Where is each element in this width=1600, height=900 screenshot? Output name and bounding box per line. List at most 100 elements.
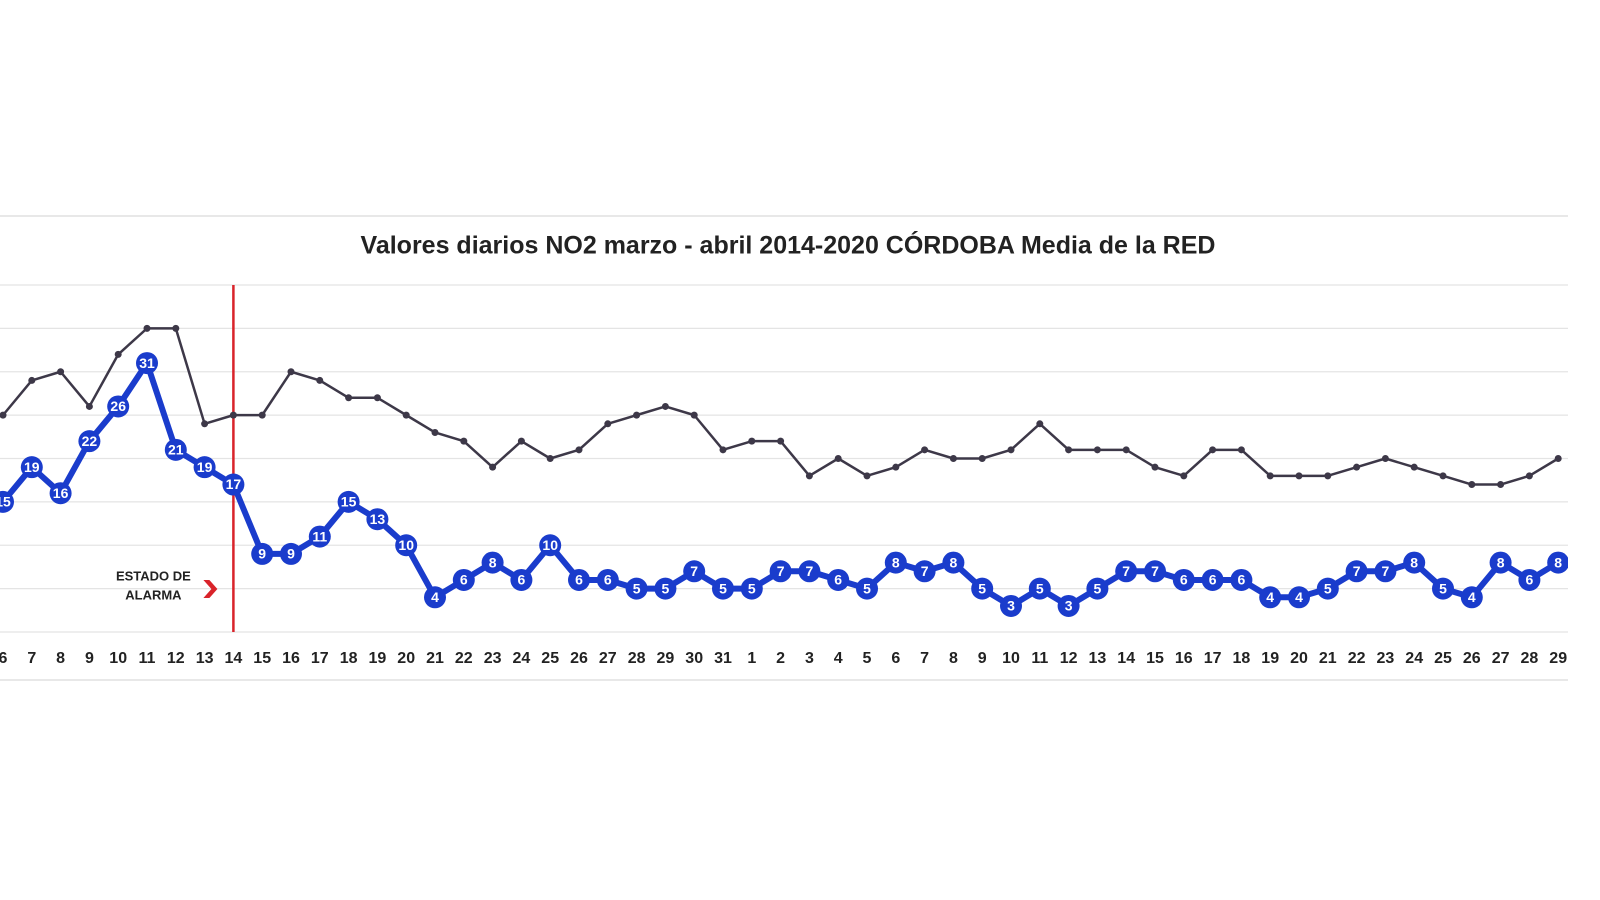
data-label: 5 [1439, 580, 1447, 596]
data-label: 4 [431, 589, 439, 605]
data-label: 9 [287, 546, 295, 562]
data-label: 8 [489, 554, 497, 570]
data-dot [1468, 481, 1476, 489]
data-dot [1324, 472, 1332, 480]
x-tick-label: 13 [1089, 650, 1107, 667]
annotation: ESTADO DE [116, 568, 191, 583]
x-tick-label: 23 [484, 650, 502, 667]
data-point [20, 456, 43, 479]
x-tick-label: 10 [109, 650, 127, 667]
data-point [539, 534, 562, 557]
data-dot [633, 411, 641, 419]
data-label: 8 [1554, 554, 1562, 570]
data-label: 5 [1036, 580, 1044, 596]
data-point [1259, 586, 1282, 609]
data-dot [978, 455, 986, 462]
data-label: 7 [690, 563, 698, 579]
x-tick-label: 8 [949, 650, 958, 667]
data-point [625, 577, 648, 600]
data-label: 15 [341, 494, 357, 510]
data-dot [1525, 472, 1533, 480]
data-dot [949, 455, 957, 462]
x-tick-label: 22 [455, 650, 473, 667]
data-dot [1410, 463, 1418, 471]
data-point [827, 568, 850, 591]
data-label: 8 [892, 554, 900, 570]
x-tick-label: 15 [1146, 650, 1164, 667]
plot-area: ESTADO DE ALARMA 15 19 16 22 26 31 21 19 17 9 9 11 15 1… [0, 284, 1568, 633]
data-label: 7 [1353, 563, 1361, 579]
x-tick-label: 25 [541, 650, 559, 667]
data-point [49, 482, 72, 505]
data-point [1028, 577, 1051, 600]
data-point [971, 577, 994, 600]
data-label: 4 [1468, 589, 1476, 605]
data-label: 6 [1180, 572, 1188, 588]
data-point [1230, 568, 1253, 591]
x-tick-label: 12 [167, 650, 185, 667]
data-point [222, 473, 245, 496]
data-point [884, 551, 907, 574]
data-dot [719, 446, 727, 454]
x-tick-label: 24 [513, 650, 531, 667]
data-point [712, 577, 734, 600]
x-tick-label: 7 [27, 650, 36, 667]
data-point [510, 568, 533, 591]
data-dot [1295, 472, 1303, 480]
x-tick-label: 19 [1261, 650, 1279, 667]
data-label: 5 [863, 580, 871, 596]
data-dot [1036, 420, 1044, 428]
data-point [251, 542, 274, 565]
data-point [193, 456, 216, 479]
data-label: 5 [633, 580, 641, 596]
data-label: 5 [719, 580, 727, 596]
x-tick-label: 21 [426, 650, 444, 667]
data-label: 6 [575, 572, 583, 588]
x-tick-label: 6 [891, 650, 900, 667]
data-dot [345, 394, 353, 402]
data-label: 7 [806, 563, 814, 579]
data-point [798, 560, 821, 583]
data-dot [546, 455, 554, 462]
data-label: 3 [1007, 598, 1015, 614]
data-label: 6 [834, 572, 842, 588]
data-point [1432, 577, 1454, 600]
data-label: 21 [168, 442, 184, 458]
annotation: ALARMA [125, 587, 182, 602]
data-label: 26 [110, 398, 126, 414]
data-label: 5 [662, 580, 670, 596]
data-dot [1497, 481, 1505, 489]
data-dot [316, 376, 324, 384]
data-dot [921, 446, 929, 454]
x-tick-label: 27 [599, 650, 617, 667]
data-label: 5 [748, 580, 756, 596]
data-label: 22 [82, 433, 98, 449]
data-dot [1065, 446, 1073, 454]
data-dot [57, 368, 65, 376]
data-label: 13 [370, 511, 386, 527]
data-label: 11 [312, 528, 327, 544]
data-dot [517, 437, 525, 445]
x-tick-label: 7 [920, 650, 929, 667]
x-tick-label: 1 [747, 650, 756, 667]
data-dot [748, 437, 756, 445]
data-dot [575, 446, 583, 454]
data-point [308, 525, 331, 548]
data-dot [1180, 472, 1188, 480]
x-tick-label: 23 [1377, 650, 1395, 667]
data-point [1000, 594, 1022, 617]
data-point [1547, 551, 1568, 574]
data-label: 17 [226, 476, 242, 492]
x-tick-label: 9 [85, 650, 94, 667]
x-tick-label: 11 [1031, 650, 1048, 667]
data-dot [0, 411, 7, 419]
data-point [78, 430, 101, 453]
data-label: 3 [1065, 598, 1073, 614]
data-point [1374, 560, 1397, 583]
data-label: 19 [197, 459, 213, 475]
data-label: 6 [1209, 572, 1217, 588]
data-point [1345, 560, 1368, 583]
data-point [337, 490, 360, 513]
data-point [942, 551, 965, 574]
